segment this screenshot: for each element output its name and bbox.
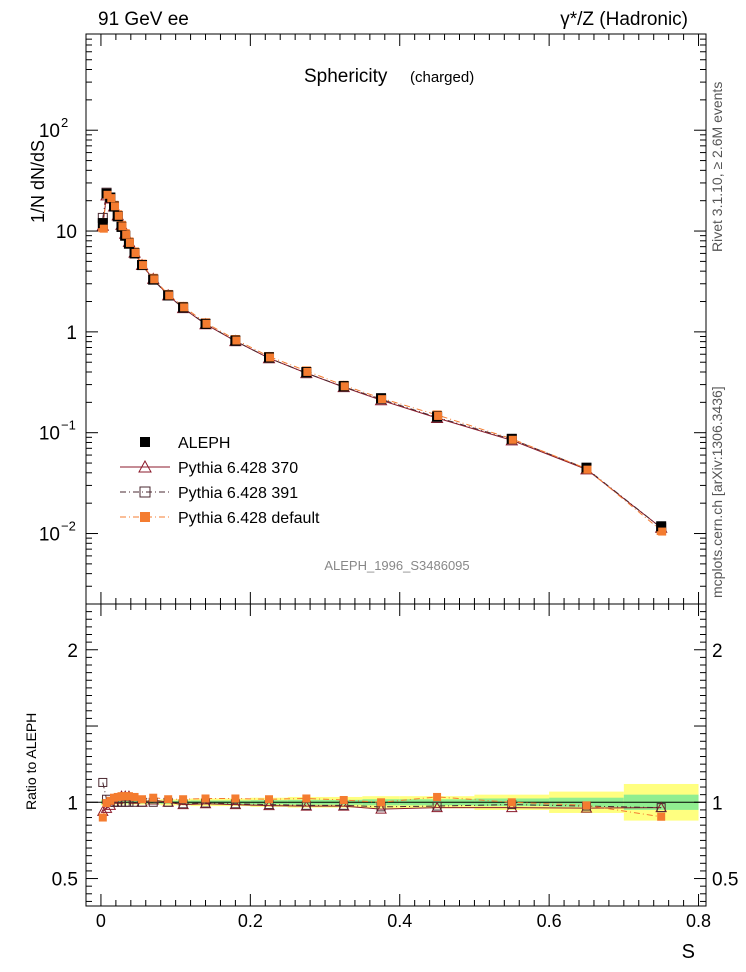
legend-marker-0 [140,437,150,447]
legend-label-0: ALEPH [178,435,230,452]
plot-title: Sphericity [304,66,388,87]
ratio-point-2 [130,792,139,801]
legend-label-2: Pythia 6.428 391 [178,485,298,502]
ratio-point-1 [656,803,666,813]
y-tick-exponent: −1 [61,418,76,433]
ratio-point-2 [179,795,188,804]
y-tick-label: 10 [56,222,77,243]
series-point-2-top [303,367,312,376]
ratio-point-0 [177,798,189,810]
ratio-point-2 [265,795,274,804]
legend-marker-1 [138,459,152,473]
ratio-point-2 [582,801,591,810]
series-point-2-top [658,527,667,536]
ratio-point-2 [124,792,133,801]
ratio-point-2 [302,794,311,803]
legend-marker-2 [139,486,151,498]
y-tick-label: 1 [66,323,77,344]
series-point-2-top [583,465,592,474]
header-left: 91 GeV ee [98,9,189,30]
series-point-2-top [131,248,140,257]
series-line-0 [102,194,662,529]
ratio-point-1 [432,801,442,811]
x-tick-label: 0 [96,911,106,931]
y-axis-title: 1/N dN/dS [28,140,48,223]
series-point-2-top [125,238,134,247]
series-point-2-top [150,275,159,284]
ratio-point-0 [100,802,113,813]
ratio-point-0 [431,801,443,813]
ratio-point-2 [433,792,442,801]
ratio-point-1 [98,777,108,787]
ratio-tick-label-left: 0.5 [52,870,78,891]
ratio-point-2 [377,798,386,807]
series-point-2-top [139,261,148,270]
ratio-point-2 [164,795,173,804]
y-tick-label: 10 [39,121,60,142]
ratio-plot-frame [85,603,707,907]
ratio-point-0 [229,798,242,810]
mcplots-label: mcplots.cern.ch [arXiv:1306.3436] [709,386,725,598]
series-point-2-top [118,222,127,231]
ratio-point-2 [657,812,666,821]
series-point-2-top [434,411,443,420]
ratio-tick-label-right: 1 [712,793,723,814]
ratio-point-2 [138,795,147,804]
legend-marker-3 [140,512,150,522]
series-point-2-top [122,230,131,239]
legend-label-1: Pythia 6.428 370 [178,460,298,477]
analysis-tag: ALEPH_1996_S3486095 [324,558,469,573]
y-tick-exponent: −2 [61,519,76,534]
x-tick-label: 0.2 [238,911,263,931]
legend-label-3: Pythia 6.428 default [178,510,320,527]
ratio-point-2 [339,795,348,804]
series-point-2-top [266,353,275,362]
x-axis-title: S [682,941,695,963]
data-point [656,521,667,532]
y-tick-label: 10 [39,525,60,546]
series-point-2-top [378,395,387,404]
series-line-2 [102,192,662,531]
y-tick-exponent: 2 [61,115,68,130]
series-point-2-top [107,194,116,203]
series-point-2-top [232,336,241,345]
ratio-point-0 [263,799,275,811]
ratio-tick-label-right: 2 [712,641,723,662]
ratio-point-2 [507,798,516,807]
ratio-point-0 [300,800,313,811]
series-point-2-top [165,291,174,300]
ratio-point-2 [201,794,210,803]
ratio-tick-label-left: 1 [67,793,78,814]
header-right: γ*/Z (Hadronic) [560,9,688,30]
series-point-2-top [180,303,189,312]
ratio-point-0 [375,803,387,814]
series-point-2-top [111,202,120,211]
ratio-point-2 [231,794,240,803]
x-tick-label: 0.8 [686,911,711,931]
series-point-2-top [99,224,108,233]
series-line-1 [102,191,662,529]
x-tick-label: 0.4 [387,911,412,931]
ratio-tick-label-right: 0.5 [712,870,738,891]
ratio-axis-title: Ratio to ALEPH [23,713,39,810]
rivet-label: Rivet 3.1.10, ≥ 2.6M events [709,82,725,252]
plot-subtitle: (charged) [410,69,474,86]
ratio-point-2 [149,793,158,802]
ratio-point-0 [337,800,350,811]
ratio-point-2 [98,813,107,822]
ratio-point-0 [505,801,518,813]
ratio-point-0 [199,797,212,809]
x-tick-label: 0.6 [537,911,562,931]
series-point-2-top [202,319,211,328]
series-point-2-top [508,435,517,444]
series-point-2-top [340,382,349,391]
data-point [97,218,108,229]
y-tick-label: 10 [39,424,60,445]
ratio-tick-label-left: 2 [67,641,78,662]
series-point-2-top [114,211,123,220]
